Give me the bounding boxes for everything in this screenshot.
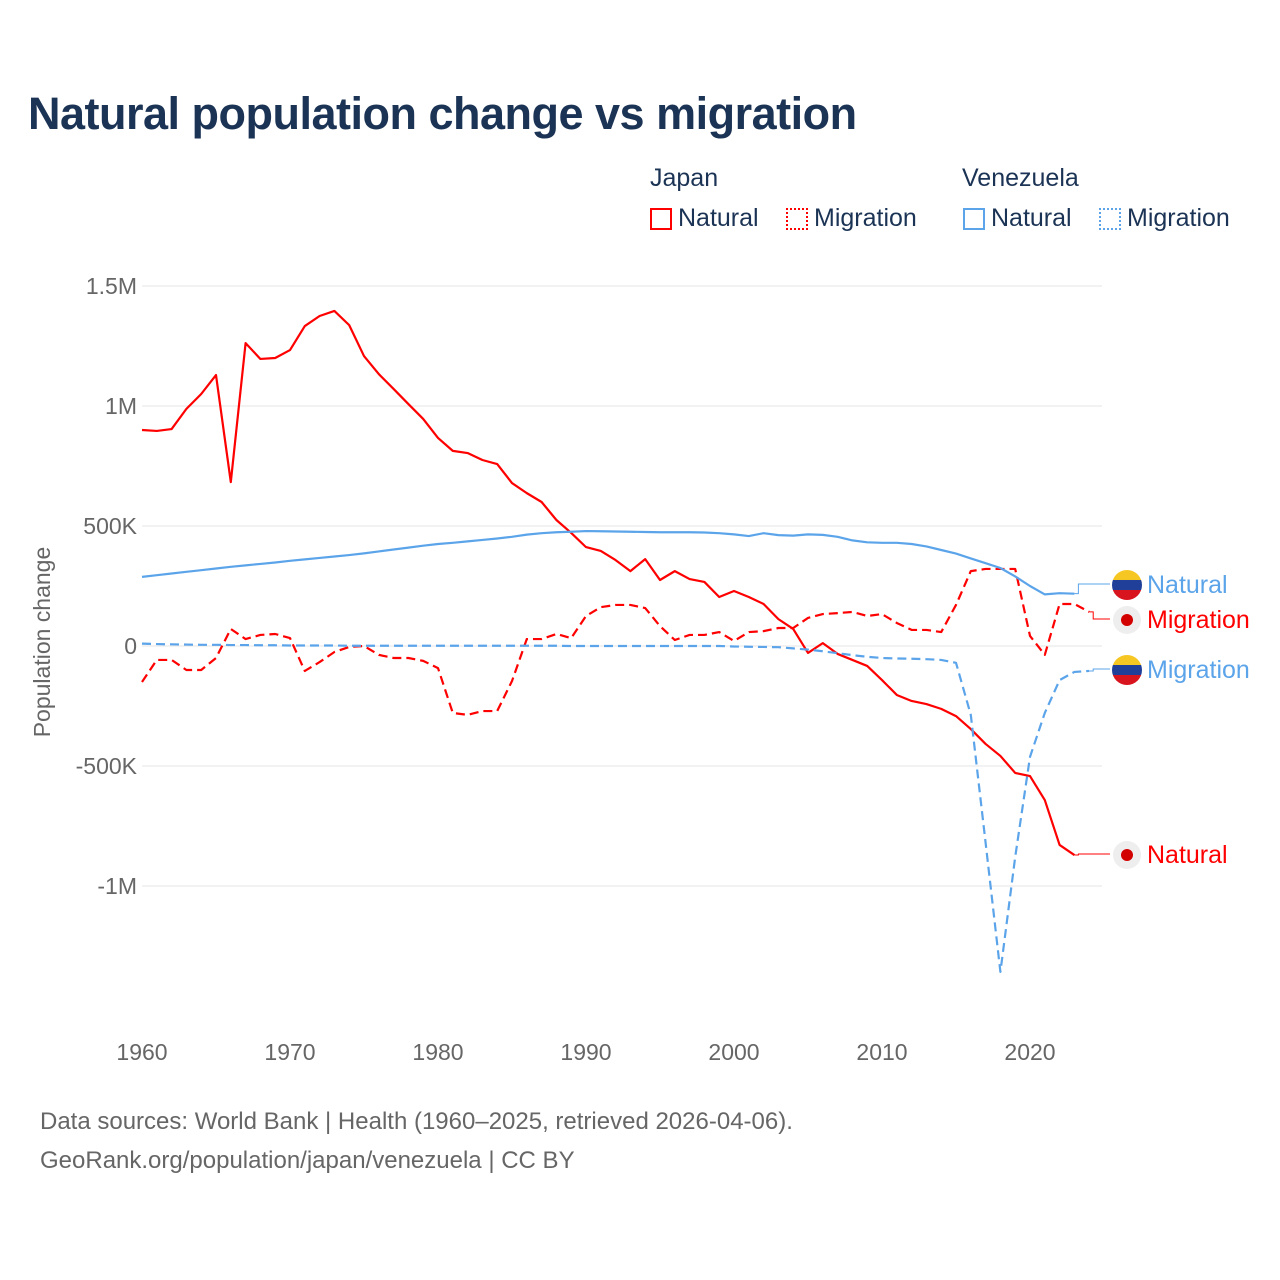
flag-stripe [1112, 590, 1142, 600]
flag-stripe [1112, 655, 1142, 665]
x-tick-label: 1960 [116, 1039, 167, 1065]
venezuela-flag-icon [1112, 570, 1142, 600]
legend-japan-migration[interactable]: Migration [786, 204, 917, 233]
footer-link[interactable]: GeoRank.org/population/japan/venezuela |… [40, 1147, 575, 1174]
legend-swatch-dotted-red [786, 207, 808, 230]
label-connector [1074, 853, 1110, 856]
flag-stripe [1112, 580, 1142, 590]
footer-sources: Data sources: World Bank | Health (1960–… [40, 1108, 793, 1135]
y-tick-label: -1M [97, 873, 137, 899]
x-tick-label: 2000 [708, 1039, 759, 1065]
end-label-venezuela-migration: Migration [1147, 656, 1250, 684]
label-connector [1074, 583, 1110, 595]
legend-label: Migration [814, 204, 917, 232]
flag-stripe [1112, 675, 1142, 685]
end-label-venezuela-natural: Natural [1147, 571, 1228, 599]
x-tick-label: 1990 [560, 1039, 611, 1065]
y-tick-label: 0 [124, 633, 137, 659]
y-tick-label: 1.5M [86, 273, 137, 299]
legend-japan-natural[interactable]: Natural [650, 204, 759, 233]
y-axis-label: Population change [29, 547, 55, 738]
japan-flag-dot [1121, 614, 1133, 626]
legend-swatch-solid-blue [963, 207, 985, 230]
legend-label: Migration [1127, 204, 1230, 232]
flag-stripe [1112, 665, 1142, 675]
flag-stripe [1112, 570, 1142, 580]
series-line-venezuela-natural [141, 529, 1075, 596]
legend-label: Natural [991, 204, 1072, 232]
series-line-japan-natural [141, 309, 1076, 856]
series-line-venezuela-migration [141, 642, 1090, 974]
legend-venezuela-natural[interactable]: Natural [963, 204, 1072, 233]
y-tick-label: 500K [83, 513, 137, 539]
y-tick-label: -500K [76, 753, 138, 779]
legend-group-venezuela: Venezuela [962, 164, 1079, 192]
chart-title: Natural population change vs migration [28, 88, 857, 139]
x-tick-label: 2010 [856, 1039, 907, 1065]
y-tick-label: 1M [105, 393, 137, 419]
label-connector [1089, 611, 1110, 620]
venezuela-flag-icon [1112, 655, 1142, 685]
end-label-japan-migration: Migration [1147, 606, 1250, 634]
label-connector [1089, 668, 1110, 672]
series-line-japan-migration [141, 567, 1090, 716]
end-label-japan-natural: Natural [1147, 841, 1228, 869]
legend-label: Natural [678, 204, 759, 232]
legend-swatch-dotted-blue [1099, 207, 1121, 230]
x-tick-label: 2020 [1004, 1039, 1055, 1065]
legend-group-japan: Japan [650, 164, 719, 192]
legend-swatch-solid-red [650, 207, 672, 230]
japan-flag-dot [1121, 849, 1133, 861]
x-tick-label: 1980 [412, 1039, 463, 1065]
legend-venezuela-migration[interactable]: Migration [1099, 204, 1230, 233]
x-tick-label: 1970 [264, 1039, 315, 1065]
